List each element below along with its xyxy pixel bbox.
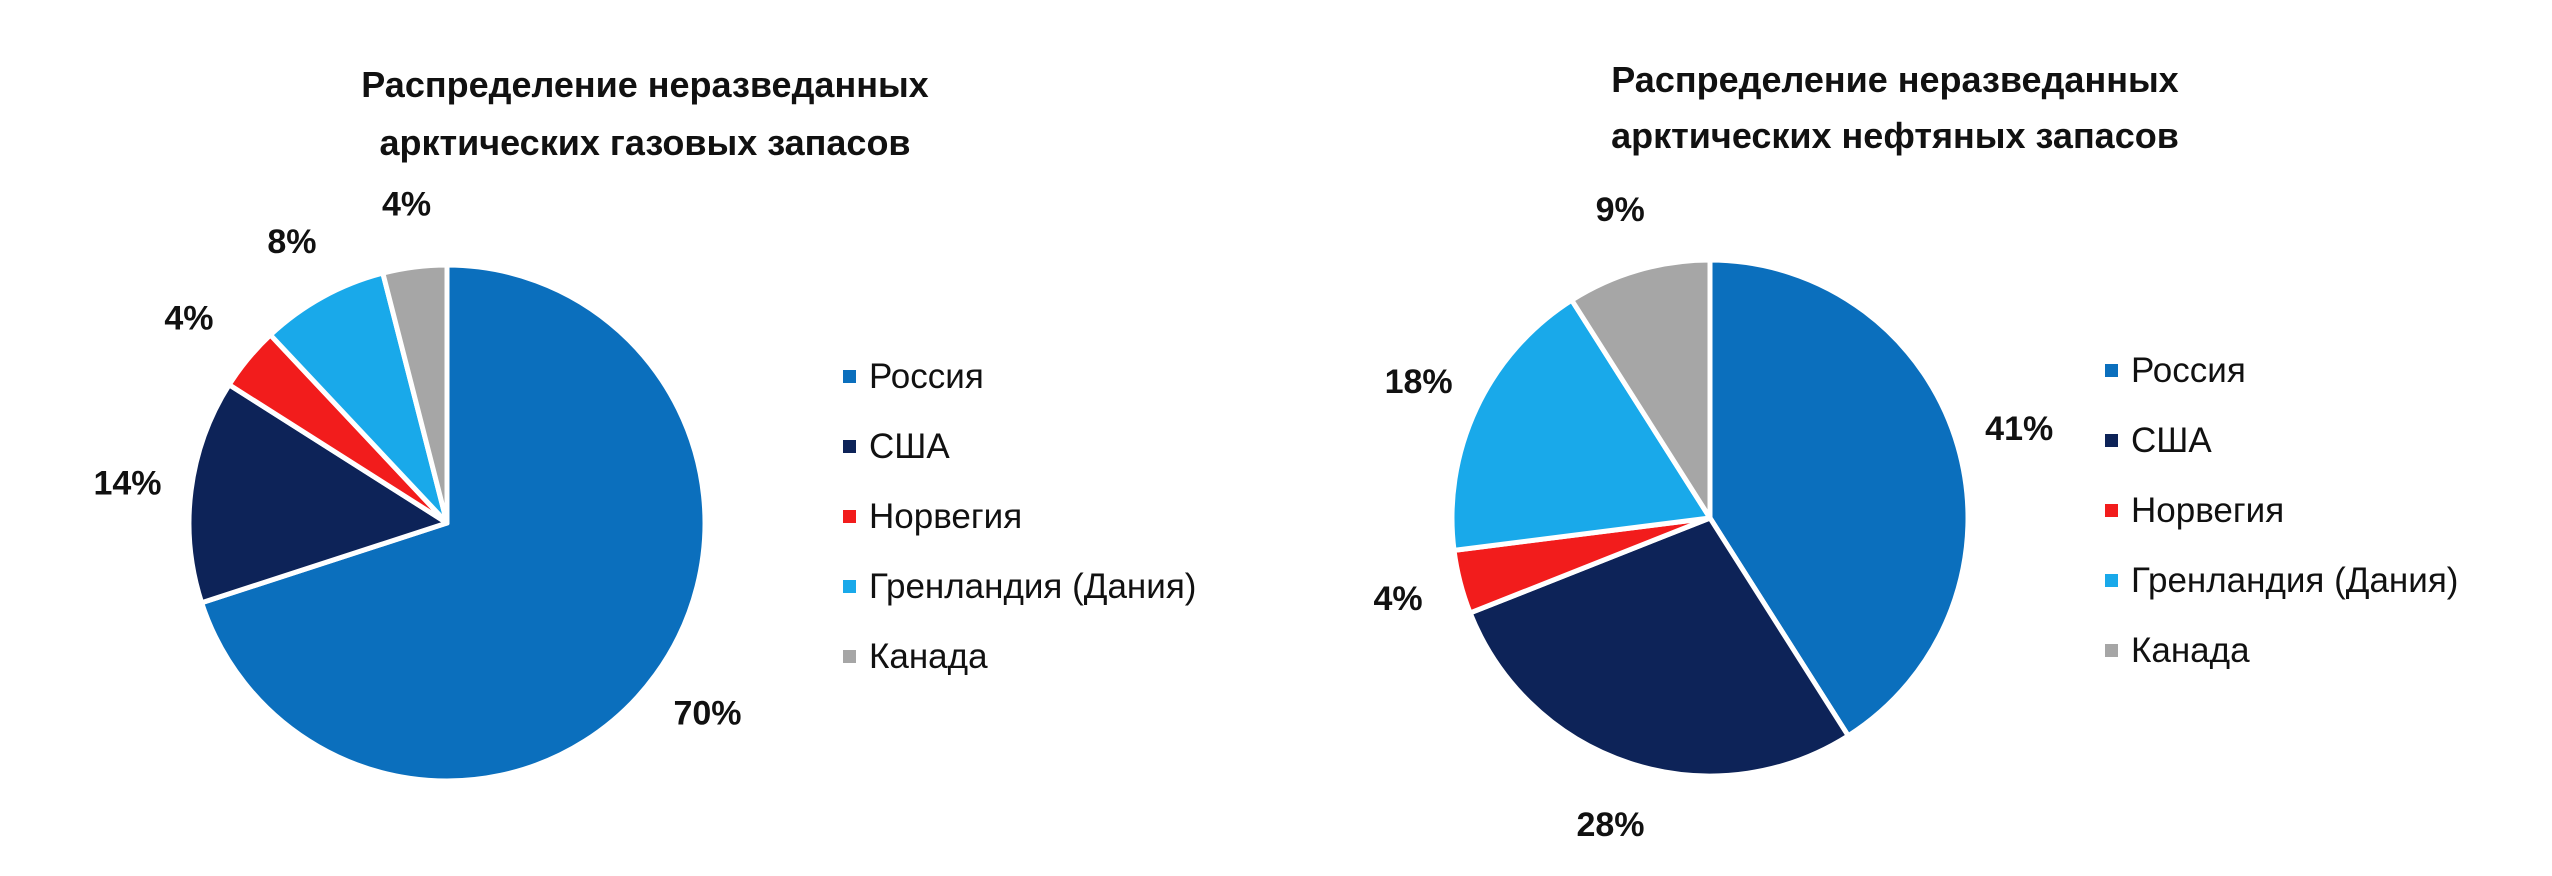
data-label: 41% xyxy=(1985,410,2053,448)
oil-reserves-chart: Распределение неразведанных арктических … xyxy=(1374,59,2459,844)
legend-label: Россия xyxy=(869,357,984,396)
legend-item: Гренландия (Дания) xyxy=(843,567,1196,606)
legend-label: Гренландия (Дания) xyxy=(2131,561,2458,600)
legend-swatch xyxy=(843,510,856,523)
pie-slice xyxy=(186,382,450,606)
legend-label: Канада xyxy=(869,637,988,676)
data-label: 9% xyxy=(1596,191,1645,229)
legend-item: США xyxy=(2105,421,2212,460)
legend-item: Норвегия xyxy=(2105,491,2284,530)
legend-label: США xyxy=(869,427,950,466)
chart-title-line-2: арктических газовых запасов xyxy=(379,122,910,163)
data-label: 70% xyxy=(673,694,741,732)
chart-title-line-2: арктических нефтяных запасов xyxy=(1611,115,2179,156)
legend-swatch xyxy=(2105,644,2118,657)
legend-item: Россия xyxy=(843,357,984,396)
legend-item: Канада xyxy=(843,637,988,676)
data-label: 4% xyxy=(1374,580,1423,618)
pie-slices xyxy=(1449,257,1971,779)
legend-item: США xyxy=(843,427,950,466)
data-label: 28% xyxy=(1576,806,1644,844)
legend-label: Россия xyxy=(2131,351,2246,390)
pie-labels: 70% 14% 4% 8% 4% xyxy=(93,186,741,733)
pie-slices xyxy=(186,262,708,784)
legend-swatch xyxy=(843,650,856,663)
pie-slice xyxy=(1467,515,1851,779)
data-label: 18% xyxy=(1385,363,1453,401)
legend-label: США xyxy=(2131,421,2212,460)
legend-swatch xyxy=(843,370,856,383)
data-label: 14% xyxy=(93,465,161,503)
legend-swatch xyxy=(2105,364,2118,377)
legend-swatch xyxy=(2105,504,2118,517)
legend-label: Норвегия xyxy=(2131,491,2284,530)
gas-reserves-chart: Распределение неразведанных арктических … xyxy=(93,64,1196,784)
chart-title-line-1: Распределение неразведанных xyxy=(1611,59,2178,100)
legend-item: Россия xyxy=(2105,351,2246,390)
legend-swatch xyxy=(2105,574,2118,587)
legend-item: Норвегия xyxy=(843,497,1022,536)
pie-slice xyxy=(380,262,450,526)
pie-slice xyxy=(1569,257,1713,521)
pie-slice xyxy=(267,270,450,526)
legend: Россия США Норвегия Гренландия (Дания) Канад… xyxy=(843,357,1196,676)
data-label: 4% xyxy=(382,186,431,224)
legend-swatch xyxy=(843,440,856,453)
legend-label: Норвегия xyxy=(869,497,1022,536)
legend-item: Канада xyxy=(2105,631,2250,670)
legend-item: Гренландия (Дания) xyxy=(2105,561,2458,600)
pie-slice xyxy=(1449,297,1713,553)
legend-swatch xyxy=(2105,434,2118,447)
legend: Россия США Норвегия Гренландия (Дания) Канад… xyxy=(2105,351,2458,670)
data-label: 4% xyxy=(164,300,213,338)
pie-labels: 41% 28% 4% 18% 9% xyxy=(1374,191,2054,844)
legend-label: Канада xyxy=(2131,631,2250,670)
pie-slice xyxy=(199,262,708,784)
legend-label: Гренландия (Дания) xyxy=(869,567,1196,606)
legend-swatch xyxy=(843,580,856,593)
chart-title-line-1: Распределение неразведанных xyxy=(361,64,928,105)
data-label: 8% xyxy=(267,223,316,261)
